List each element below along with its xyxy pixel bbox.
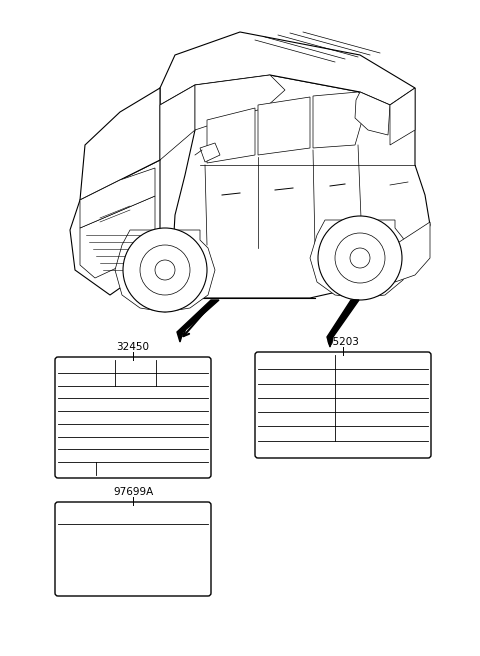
- Circle shape: [318, 216, 402, 300]
- Polygon shape: [177, 300, 219, 342]
- Polygon shape: [160, 75, 430, 298]
- Polygon shape: [195, 75, 285, 130]
- FancyBboxPatch shape: [255, 352, 431, 458]
- Polygon shape: [258, 97, 310, 155]
- Circle shape: [350, 248, 370, 268]
- Polygon shape: [80, 88, 160, 200]
- Polygon shape: [310, 220, 410, 298]
- Text: 97699A: 97699A: [113, 487, 153, 497]
- Polygon shape: [390, 222, 430, 282]
- Polygon shape: [313, 92, 368, 148]
- Polygon shape: [70, 160, 160, 295]
- Circle shape: [140, 245, 190, 295]
- FancyBboxPatch shape: [55, 357, 211, 478]
- Polygon shape: [160, 85, 195, 160]
- Polygon shape: [390, 88, 415, 145]
- Text: 05203: 05203: [326, 337, 360, 347]
- Circle shape: [155, 260, 175, 280]
- Polygon shape: [160, 32, 415, 105]
- Polygon shape: [327, 300, 359, 347]
- Circle shape: [335, 233, 385, 283]
- Polygon shape: [80, 168, 155, 228]
- Polygon shape: [355, 92, 390, 135]
- Polygon shape: [207, 108, 255, 163]
- Circle shape: [123, 228, 207, 312]
- Text: 32450: 32450: [117, 342, 149, 352]
- Polygon shape: [200, 143, 220, 162]
- Polygon shape: [80, 196, 155, 278]
- Polygon shape: [115, 230, 215, 312]
- FancyBboxPatch shape: [55, 502, 211, 596]
